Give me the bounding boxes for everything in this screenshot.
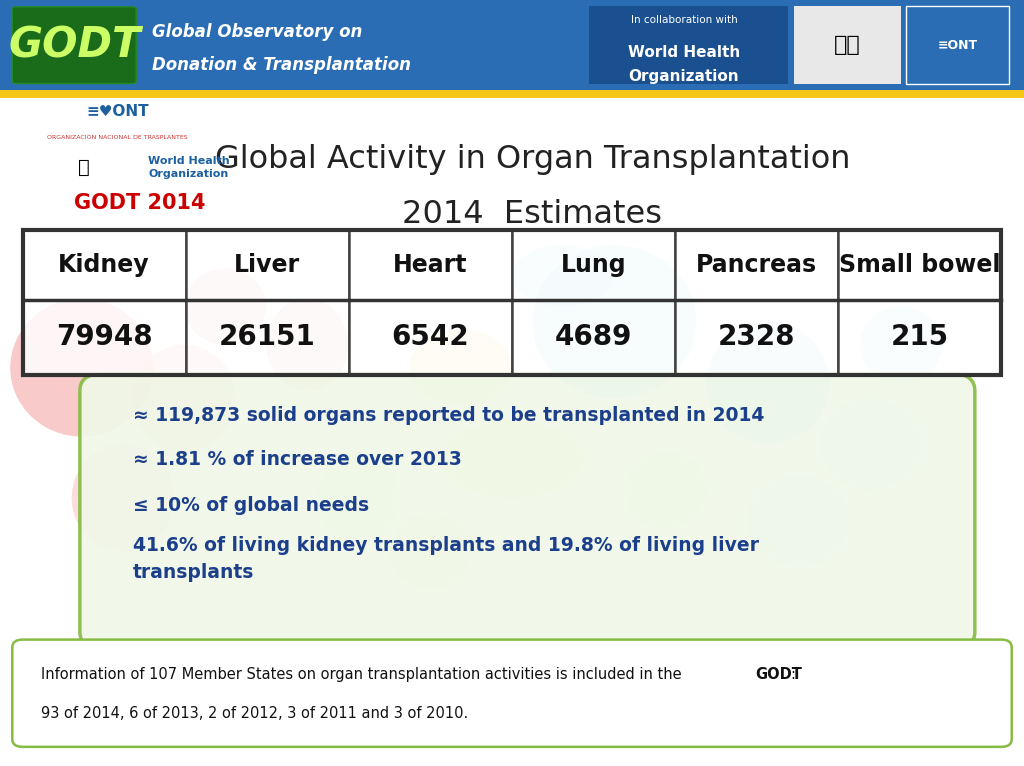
Text: ≡ONT: ≡ONT (937, 39, 978, 51)
Ellipse shape (512, 245, 614, 306)
FancyBboxPatch shape (23, 230, 185, 300)
Text: Global Observatory on: Global Observatory on (152, 23, 361, 41)
Ellipse shape (410, 329, 512, 406)
Text: Global Activity in Organ Transplantation: Global Activity in Organ Transplantation (215, 144, 850, 175)
Text: 26151: 26151 (219, 323, 315, 352)
Ellipse shape (133, 345, 236, 452)
Text: Organization: Organization (148, 169, 228, 179)
FancyBboxPatch shape (512, 230, 675, 300)
Text: GODT: GODT (756, 667, 803, 683)
FancyBboxPatch shape (839, 300, 1001, 375)
Text: Kidney: Kidney (58, 253, 150, 277)
FancyBboxPatch shape (0, 98, 1024, 766)
FancyBboxPatch shape (675, 230, 839, 300)
Text: Information of 107 Member States on organ transplantation activities is included: Information of 107 Member States on orga… (41, 667, 686, 683)
Ellipse shape (184, 268, 266, 345)
Text: Donation & Transplantation: Donation & Transplantation (152, 56, 411, 74)
Ellipse shape (440, 421, 584, 498)
FancyBboxPatch shape (349, 300, 512, 375)
Text: Heart: Heart (393, 253, 468, 277)
FancyBboxPatch shape (512, 300, 675, 375)
Ellipse shape (748, 475, 850, 567)
FancyBboxPatch shape (80, 374, 975, 649)
FancyBboxPatch shape (12, 640, 1012, 747)
FancyBboxPatch shape (675, 300, 839, 375)
Ellipse shape (532, 245, 696, 398)
Text: Pancreas: Pancreas (696, 253, 817, 277)
Text: 2328: 2328 (718, 323, 796, 352)
Text: Small bowel: Small bowel (839, 253, 1000, 277)
Ellipse shape (819, 398, 922, 490)
Text: GODT: GODT (8, 25, 141, 66)
FancyBboxPatch shape (349, 230, 512, 300)
Text: Lung: Lung (561, 253, 627, 277)
FancyBboxPatch shape (0, 90, 1024, 98)
Ellipse shape (389, 513, 471, 590)
Text: ≡♥ONT: ≡♥ONT (86, 103, 150, 119)
Text: Liver: Liver (234, 253, 300, 277)
Text: :: : (791, 667, 796, 683)
Ellipse shape (317, 452, 399, 544)
Text: 215: 215 (891, 323, 949, 352)
FancyBboxPatch shape (0, 0, 1024, 90)
Text: 🌐: 🌐 (78, 158, 90, 176)
Ellipse shape (72, 444, 174, 552)
Text: ≤ 10% of global needs: ≤ 10% of global needs (133, 496, 370, 515)
Text: ORGANIZACIÓN NACIONAL DE TRASPLANTES: ORGANIZACIÓN NACIONAL DE TRASPLANTES (47, 136, 188, 140)
Text: In collaboration with: In collaboration with (631, 15, 737, 25)
FancyBboxPatch shape (23, 300, 185, 375)
Text: 4689: 4689 (555, 323, 632, 352)
Text: ≈ 1.81 % of increase over 2013: ≈ 1.81 % of increase over 2013 (133, 450, 462, 469)
FancyBboxPatch shape (185, 300, 349, 375)
Ellipse shape (10, 299, 154, 437)
Ellipse shape (860, 306, 942, 383)
FancyBboxPatch shape (906, 6, 1009, 84)
FancyBboxPatch shape (185, 230, 349, 300)
Text: ≈ 119,873 solid organs reported to be transplanted in 2014: ≈ 119,873 solid organs reported to be tr… (133, 406, 765, 424)
Ellipse shape (707, 322, 829, 444)
Text: 6542: 6542 (391, 323, 469, 352)
Text: 79948: 79948 (55, 323, 153, 352)
Text: World Health: World Health (628, 45, 740, 60)
Ellipse shape (625, 452, 707, 529)
Text: World Health: World Health (148, 155, 230, 166)
Text: GODT 2014: GODT 2014 (74, 193, 205, 213)
Text: Organization: Organization (629, 70, 739, 84)
Text: 41.6% of living kidney transplants and 19.8% of living liver
transplants: 41.6% of living kidney transplants and 1… (133, 536, 759, 582)
Text: 2014  Estimates: 2014 Estimates (402, 199, 663, 230)
Ellipse shape (266, 299, 348, 391)
Text: 🇪🇸: 🇪🇸 (834, 35, 860, 55)
FancyBboxPatch shape (589, 6, 788, 84)
Text: 93 of 2014, 6 of 2013, 2 of 2012, 3 of 2011 and 3 of 2010.: 93 of 2014, 6 of 2013, 2 of 2012, 3 of 2… (41, 706, 468, 721)
FancyBboxPatch shape (794, 6, 901, 84)
FancyBboxPatch shape (839, 230, 1001, 300)
FancyBboxPatch shape (12, 7, 136, 83)
